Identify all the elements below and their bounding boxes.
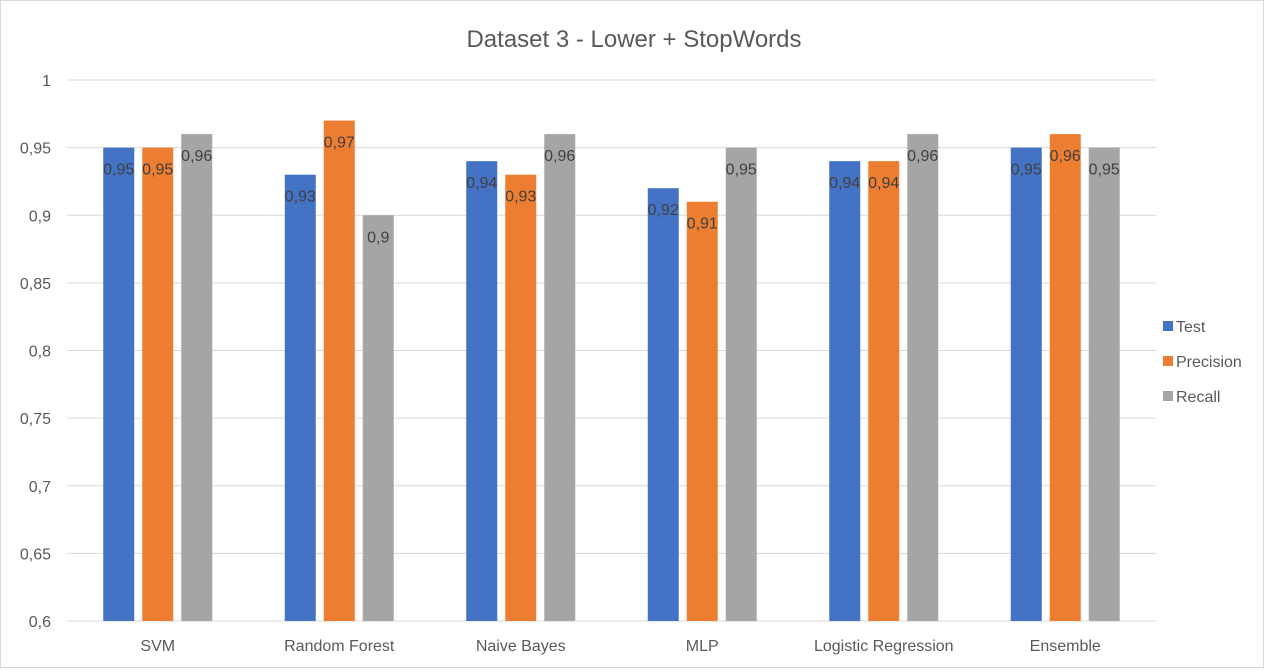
y-tick-label: 0,6 — [29, 614, 51, 631]
data-label: 0,94 — [829, 175, 860, 192]
bar-test — [284, 174, 316, 622]
bar-test — [829, 161, 861, 621]
data-label: 0,95 — [1089, 162, 1120, 179]
y-tick-label: 0,65 — [20, 546, 51, 563]
y-tick-label: 0,9 — [29, 208, 51, 225]
legend-label-test: Test — [1176, 319, 1206, 336]
chart-title: Dataset 3 - Lower + StopWords — [466, 26, 801, 53]
legend-label-precision: Precision — [1176, 354, 1242, 371]
y-axis-tick-labels: 0,6 0,65 0,7 0,75 0,8 0,85 0,9 0,95 1 — [20, 73, 51, 631]
bar-recall — [544, 134, 576, 621]
bar-precision — [1049, 134, 1081, 621]
data-label: 0,96 — [181, 148, 212, 165]
legend-swatch-precision — [1163, 356, 1173, 366]
legend: Test Precision Recall — [1163, 319, 1242, 406]
bar-precision — [868, 161, 900, 621]
bar-test — [466, 161, 498, 621]
data-label: 0,93 — [285, 189, 316, 206]
y-tick-label: 0,7 — [29, 479, 51, 496]
x-tick-label: Logistic Regression — [814, 638, 954, 655]
bar-recall — [907, 134, 939, 621]
bar-test — [103, 147, 135, 621]
y-tick-label: 0,75 — [20, 411, 51, 428]
bar-recall — [362, 215, 394, 621]
y-tick-label: 0,8 — [29, 344, 51, 361]
data-label: 0,93 — [505, 189, 536, 206]
gridlines — [67, 79, 1156, 622]
data-label: 0,96 — [1050, 148, 1081, 165]
data-label: 0,92 — [648, 202, 679, 219]
bar-test — [1010, 147, 1042, 621]
x-tick-label: Naive Bayes — [476, 638, 566, 655]
x-tick-label: MLP — [686, 638, 719, 655]
data-label: 0,94 — [868, 175, 899, 192]
legend-swatch-recall — [1163, 391, 1173, 401]
bar-test — [647, 188, 679, 621]
data-labels: 0,95 0,95 0,96 0,93 0,97 0,9 0,94 0,93 0,96 0,92 0… — [103, 135, 1120, 247]
y-tick-label: 0,85 — [20, 276, 51, 293]
data-label: 0,94 — [466, 175, 497, 192]
bar-precision — [686, 201, 718, 621]
data-label: 0,95 — [103, 162, 134, 179]
data-label: 0,95 — [726, 162, 757, 179]
data-label: 0,95 — [1011, 162, 1042, 179]
data-label: 0,97 — [324, 135, 355, 152]
legend-label-recall: Recall — [1176, 389, 1220, 406]
bar-precision — [323, 120, 355, 621]
data-label: 0,9 — [367, 229, 389, 246]
bar-recall — [1088, 147, 1120, 621]
x-tick-label: Random Forest — [284, 638, 395, 655]
data-label: 0,96 — [544, 148, 575, 165]
bar-recall — [181, 134, 213, 621]
bars — [103, 120, 1120, 622]
bar-precision — [142, 147, 174, 621]
x-axis-tick-labels: SVM Random Forest Naive Bayes MLP Logistic R… — [140, 638, 1101, 655]
bar-recall — [725, 147, 757, 621]
data-label: 0,96 — [907, 148, 938, 165]
y-tick-label: 0,95 — [20, 141, 51, 158]
legend-swatch-test — [1163, 321, 1173, 331]
x-tick-label: SVM — [140, 638, 175, 655]
data-label: 0,95 — [142, 162, 173, 179]
bar-precision — [505, 174, 537, 622]
x-tick-label: Ensemble — [1030, 638, 1101, 655]
y-tick-label: 1 — [42, 73, 51, 90]
data-label: 0,91 — [687, 216, 718, 233]
